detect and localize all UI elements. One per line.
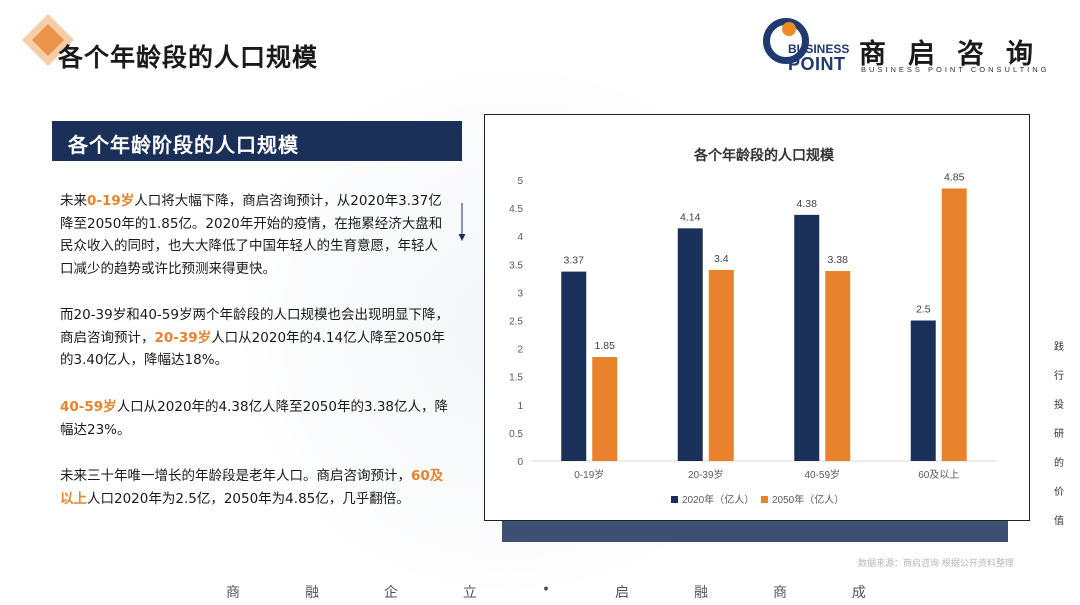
y-tick-label: 3.5 bbox=[509, 260, 523, 271]
paragraph-text: 人口2020年为2.5亿，2050年为4.85亿，几乎翻倍。 bbox=[87, 490, 410, 507]
highlight-age-group: 0-19岁 bbox=[87, 193, 135, 209]
footer-char: 商 bbox=[772, 585, 787, 601]
bar bbox=[677, 228, 703, 461]
logo-text-top: BUSINESS bbox=[788, 42, 850, 56]
side-char: 践 bbox=[1054, 342, 1064, 353]
footer-char: 企 bbox=[383, 585, 398, 601]
y-tick-label: 1.5 bbox=[509, 373, 523, 384]
footer-char: 融 bbox=[304, 585, 319, 601]
x-tick-label: 20-39岁 bbox=[688, 468, 724, 481]
highlight-age-group: 60及以上 bbox=[60, 468, 444, 507]
bar-chart: 各个年龄段的人口规模 0 0.5 1 1.5 2 2.5 3 3.5 4 4.5 5 3.37 1.85 0… bbox=[509, 147, 997, 506]
logo-ring-icon bbox=[763, 18, 809, 64]
y-tick-label: 2.5 bbox=[509, 317, 523, 328]
side-char: 的 bbox=[1054, 458, 1064, 469]
legend-label: 2050年（亿人） bbox=[772, 493, 844, 506]
company-logo: BUSINESS POINT 商启咨询 BUSINESS POINT CONSU… bbox=[763, 14, 1063, 76]
down-arrow-icon bbox=[458, 203, 466, 241]
legend-swatch bbox=[671, 496, 678, 503]
paragraph-text: 人口将大幅下降，商启咨询预计，从2020年3.37亿降至2050年的1.85亿。… bbox=[60, 193, 443, 277]
y-tick-label: 4.5 bbox=[509, 204, 523, 215]
bar bbox=[910, 320, 936, 461]
paragraph-text: 人口从2020年的4.38亿人降至2050年的3.38亿人，降幅达23%。 bbox=[60, 399, 449, 438]
data-label: 4.38 bbox=[797, 198, 818, 210]
source-note: 数据来源：商启咨询 根据公开资料整理 bbox=[858, 559, 1014, 569]
y-tick-label: 4 bbox=[517, 232, 523, 243]
y-tick-label: 0.5 bbox=[509, 429, 523, 440]
data-label: 4.85 bbox=[944, 171, 965, 183]
corner-decoration bbox=[22, 14, 74, 66]
logo-dot-icon bbox=[782, 22, 796, 36]
data-label: 4.14 bbox=[680, 211, 701, 223]
footer-char: • bbox=[541, 582, 551, 598]
bar bbox=[592, 357, 618, 461]
logo-english-name: BUSINESS POINT CONSULTING bbox=[861, 65, 1050, 74]
logo-text-bottom: POINT bbox=[788, 54, 846, 74]
footer-char: 启 bbox=[615, 585, 630, 601]
y-tick-label: 1 bbox=[517, 401, 523, 412]
y-tick-label: 2 bbox=[517, 345, 523, 356]
data-label: 1.85 bbox=[595, 340, 616, 352]
footer-char: 立 bbox=[462, 585, 477, 601]
paragraph-0-19: 未来0-19岁人口将大幅下降，商启咨询预计，从2020年3.37亿降至2050年… bbox=[60, 190, 450, 280]
bar bbox=[825, 271, 851, 461]
x-tick-label: 60及以上 bbox=[918, 469, 959, 481]
paragraph-40-59: 40-59岁人口从2020年的4.38亿人降至2050年的3.38亿人，降幅达2… bbox=[60, 396, 450, 441]
bar bbox=[708, 269, 734, 461]
chart-panel: 各个年龄段的人口规模 0 0.5 1 1.5 2 2.5 3 3.5 4 4.5 5 3.37 1.85 0… bbox=[484, 114, 1030, 521]
data-label: 3.37 bbox=[564, 255, 585, 267]
side-char: 研 bbox=[1054, 429, 1064, 440]
paragraph-text: 而20-39岁和40-59岁两个年龄段的人口规模也会出现明显下降，商启咨询预计， bbox=[60, 307, 449, 346]
paragraph-60-plus: 未来三十年唯一增长的年龄段是老年人口。商启咨询预计，60及以上人口2020年为2… bbox=[60, 465, 450, 510]
paragraph-20-59: 而20-39岁和40-59岁两个年龄段的人口规模也会出现明显下降，商启咨询预计，… bbox=[60, 304, 450, 372]
paragraph-text: 未来 bbox=[60, 193, 87, 209]
section-header: 各个年龄阶段的人口规模 bbox=[52, 121, 462, 161]
x-tick-label: 0-19岁 bbox=[574, 468, 604, 481]
logo-chinese-name: 商启咨询 bbox=[859, 39, 1055, 70]
side-char: 价 bbox=[1054, 487, 1064, 498]
bar bbox=[561, 271, 587, 461]
page-title: 各个年龄段的人口规模 bbox=[58, 43, 319, 72]
legend-swatch bbox=[761, 496, 768, 503]
paragraph-text: 人口从2020年的4.14亿人降至2050年的3.40亿人，降幅达18%。 bbox=[60, 329, 445, 369]
highlight-age-group: 20-39岁 bbox=[154, 329, 212, 346]
bar bbox=[794, 214, 820, 461]
x-tick-label: 40-59岁 bbox=[804, 468, 840, 481]
data-label: 3.4 bbox=[714, 253, 729, 265]
y-tick-label: 3 bbox=[517, 288, 523, 299]
y-tick-label: 5 bbox=[517, 176, 523, 187]
y-tick-label: 0 bbox=[517, 457, 523, 468]
side-char: 投 bbox=[1054, 400, 1064, 411]
footer-slogan: 商 融 企 立 • 启 融 商 成 bbox=[226, 582, 866, 602]
footer-char: 融 bbox=[693, 585, 708, 601]
footer-char: 商 bbox=[226, 585, 240, 601]
data-label: 3.38 bbox=[828, 254, 849, 266]
legend-label: 2020年（亿人） bbox=[682, 493, 754, 506]
section-title: 各个年龄阶段的人口规模 bbox=[68, 133, 299, 157]
paragraph-text: 未来三十年唯一增长的年龄段是老年人口。商启咨询预计， bbox=[60, 468, 411, 484]
highlight-age-group: 40-59岁 bbox=[60, 399, 117, 415]
side-char: 行 bbox=[1054, 371, 1064, 382]
side-char: 值 bbox=[1054, 516, 1064, 527]
footer-char: 成 bbox=[851, 585, 866, 601]
chart-title: 各个年龄段的人口规模 bbox=[693, 147, 835, 163]
bar bbox=[941, 188, 967, 461]
data-label: 2.5 bbox=[916, 304, 931, 316]
side-slogan: 践 行 投 研 的 价 值 bbox=[1052, 338, 1066, 541]
